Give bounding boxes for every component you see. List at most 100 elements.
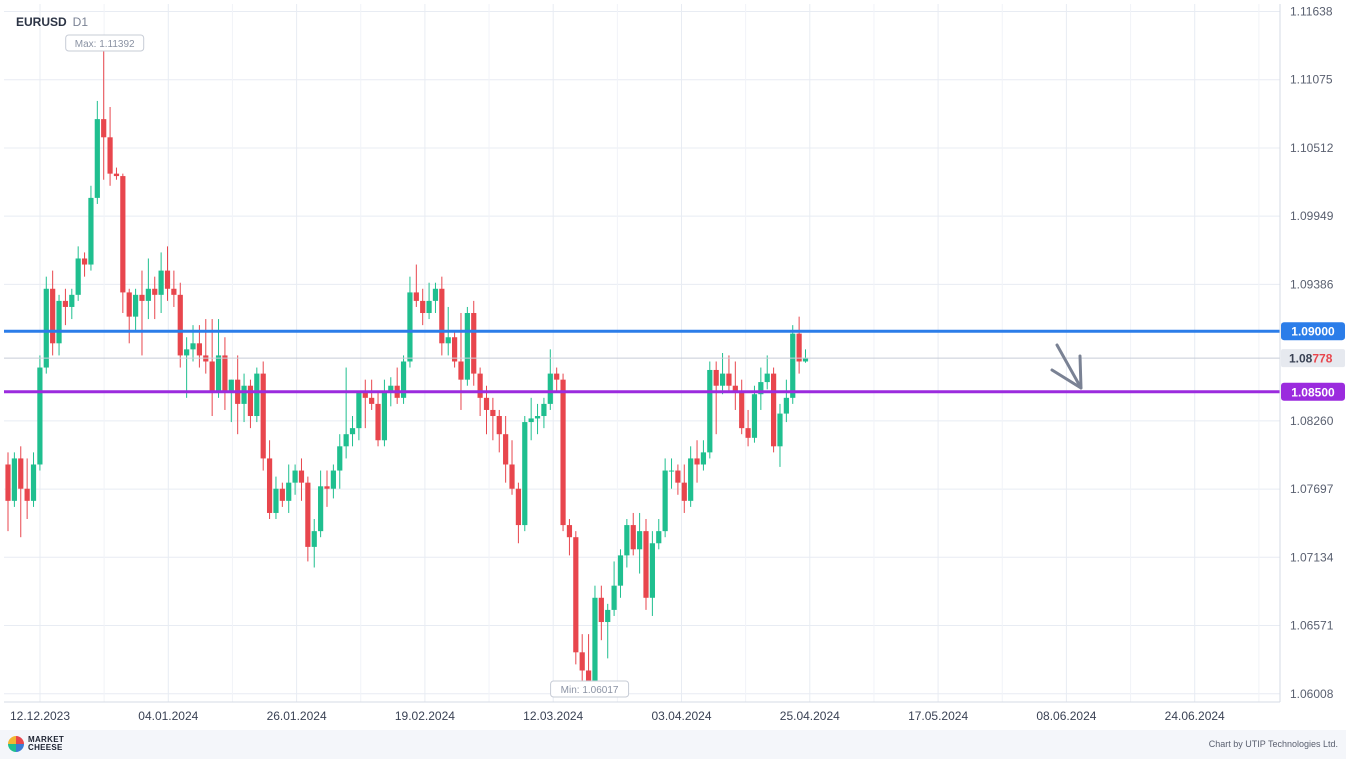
candle-body [617, 555, 624, 586]
candle-body [598, 597, 604, 623]
candle-body [279, 488, 285, 501]
candle-body [177, 294, 183, 356]
price-axis: 1.11638 1.11075 1.10512 1.09949 1.09386 1.082… [1279, 4, 1334, 702]
candle-body [88, 197, 94, 265]
price-levels: 1.09000 1.08500 1.08778 [4, 322, 1345, 401]
candle-body [439, 288, 445, 344]
y-tick-label: 1.11638 [1290, 5, 1333, 19]
candle-body [707, 369, 713, 453]
candle-body [777, 413, 783, 447]
candle-body [483, 397, 490, 410]
y-tick-label: 1.07134 [1290, 550, 1334, 564]
candle-body [330, 470, 336, 489]
candle-body [349, 428, 356, 435]
candle-body [758, 382, 764, 395]
footer [0, 730, 1346, 759]
candle-body [503, 434, 509, 465]
y-tick-label: 1.07697 [1290, 482, 1334, 496]
candle-body [719, 373, 726, 386]
candle-body [713, 369, 719, 386]
x-tick-label: 03.04.2024 [651, 709, 711, 723]
candle-body [298, 470, 305, 483]
max-label: Max: 1.11392 [75, 39, 135, 50]
y-tick-label: 1.06008 [1290, 687, 1334, 701]
candle-body [796, 333, 802, 362]
candle-body [369, 397, 375, 404]
candle-body [356, 391, 362, 429]
candle-body [407, 292, 413, 362]
candle-body [400, 361, 407, 398]
brand-logo[interactable]: MARKET CHEESE [8, 736, 80, 752]
candle-body [286, 482, 292, 501]
current-price-suffix: 778 [1312, 352, 1332, 366]
candle-body [668, 470, 675, 472]
candle-body [605, 609, 611, 623]
candle-body [726, 373, 732, 386]
x-tick-label: 17.05.2024 [908, 709, 968, 723]
candle-body [688, 458, 694, 501]
x-tick-label: 08.06.2024 [1036, 709, 1096, 723]
candle-body [649, 543, 655, 598]
candle-body [94, 119, 100, 198]
y-tick-label: 1.08260 [1290, 414, 1334, 428]
candle-body [445, 337, 451, 344]
candle-body [337, 446, 343, 471]
candle-body [566, 525, 573, 538]
candle-body [458, 361, 464, 380]
candle-body [101, 119, 107, 138]
candle-body [120, 176, 126, 293]
candle-body [560, 379, 566, 526]
candle-body [732, 385, 738, 392]
candle-body [432, 288, 439, 301]
candle-body [675, 470, 681, 483]
candle-body [37, 367, 43, 465]
candle-body [30, 464, 37, 501]
candle-body [184, 349, 190, 356]
candle-body [139, 294, 145, 301]
symbol-label: EURUSD [16, 15, 67, 29]
y-tick-label: 1.09949 [1290, 209, 1334, 223]
logo-text: MARKET CHEESE [28, 735, 65, 752]
candle-body [69, 294, 75, 307]
x-tick-label: 25.04.2024 [780, 709, 840, 723]
candle-body [305, 482, 311, 547]
current-price-label: 1.08778 [1289, 352, 1333, 366]
candle-body [700, 452, 707, 465]
candle-body [739, 391, 745, 429]
candle-body [56, 300, 62, 344]
candle-body [790, 333, 796, 398]
candle-body [75, 258, 81, 295]
candle-body [222, 355, 228, 392]
candle-body [426, 300, 432, 314]
candle-body [318, 486, 324, 532]
y-tick-label: 1.11075 [1290, 73, 1333, 87]
date-axis: 12.12.2023 04.01.2024 26.01.2024 19.02.2024… [4, 701, 1280, 723]
down-arrow-icon [1050, 343, 1083, 390]
resistance-price-tag [1281, 322, 1345, 341]
candle-body [164, 270, 171, 289]
candle-body [611, 585, 617, 610]
candle-body [745, 428, 751, 438]
candle-body [18, 458, 24, 489]
candle-body [362, 391, 368, 398]
candle-body [637, 531, 643, 550]
x-tick-label: 12.03.2024 [523, 709, 583, 723]
candle-body [266, 458, 273, 513]
candle-body [381, 391, 388, 441]
y-tick-label: 1.06571 [1290, 619, 1334, 633]
candle-body [43, 288, 49, 368]
candle-body [107, 137, 113, 174]
max-label-box [65, 34, 145, 52]
x-tick-label: 26.01.2024 [267, 709, 327, 723]
y-tick-label: 1.09386 [1290, 277, 1334, 291]
chart-grid [4, 4, 1280, 702]
candle-body [496, 416, 502, 435]
min-label: Min: 1.06017 [561, 685, 619, 696]
candle-body [624, 525, 630, 556]
candlestick-chart: 1.09000 1.08500 1.08778 Max: 1.11392 Min: 1… [4, 4, 1345, 723]
candle-body [5, 464, 11, 501]
candle-body [50, 288, 56, 344]
y-tick-label: 1.10512 [1290, 141, 1334, 155]
x-tick-label: 12.12.2023 [10, 709, 70, 723]
candle-body [662, 470, 668, 532]
